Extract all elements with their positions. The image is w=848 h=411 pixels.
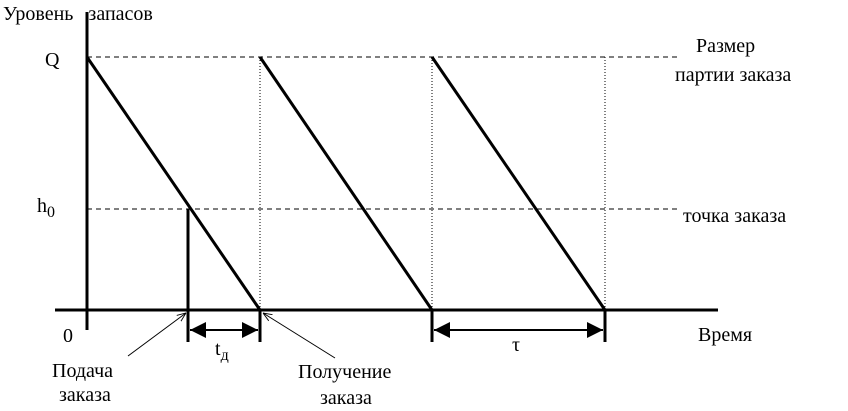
- order-label: Подача: [52, 360, 113, 382]
- order-callout: [127, 313, 186, 357]
- receipt-label: Получение: [298, 361, 392, 383]
- lead-time-label: tд: [215, 338, 229, 364]
- h-main: h: [37, 195, 47, 217]
- order-label: заказа: [59, 384, 111, 406]
- q-label: Q: [45, 49, 60, 71]
- h0-label: h0: [37, 195, 55, 221]
- t-main: t: [215, 338, 221, 360]
- t-sub: д: [221, 347, 229, 364]
- stock-decline: [430, 56, 607, 311]
- origin-label: 0: [63, 325, 73, 347]
- batch-label: партии заказа: [675, 64, 791, 86]
- receipt-label: заказа: [320, 387, 372, 409]
- stock-decline: [85, 56, 262, 311]
- receipt-callout: [263, 313, 336, 359]
- stock-decline: [258, 56, 434, 311]
- x-axis-title: Время: [698, 324, 752, 346]
- y-axis-title: Уровень запасов: [3, 3, 153, 25]
- reorder-label: точка заказа: [683, 205, 786, 227]
- cycle-label: τ: [512, 334, 520, 356]
- h-sub: 0: [47, 204, 55, 221]
- batch-label: Размер: [696, 35, 755, 57]
